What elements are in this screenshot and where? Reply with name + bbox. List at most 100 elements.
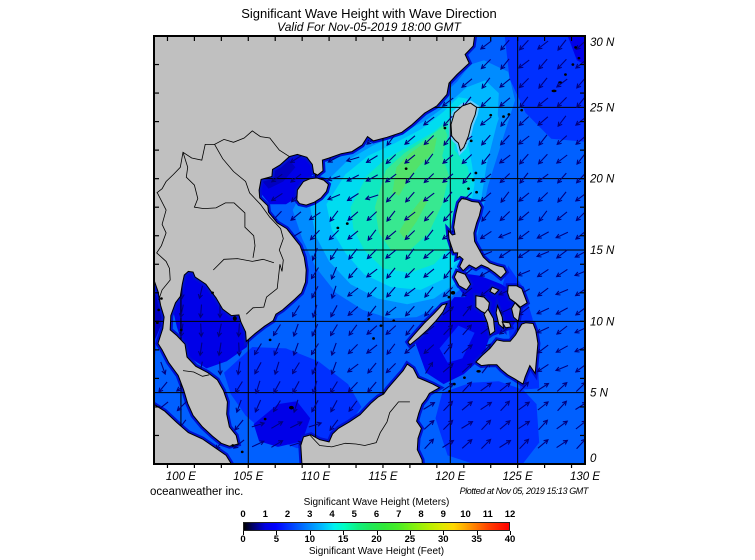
colorbar-meter-tick: 11 — [482, 509, 493, 520]
land-layer — [154, 36, 581, 464]
colorbar-tick-mark — [376, 531, 378, 535]
colorbar-feet-tick: 30 — [437, 534, 449, 545]
lat-label: 25 N — [589, 102, 615, 114]
small-island — [452, 382, 456, 386]
lat-label: 10 N — [590, 316, 615, 328]
small-island — [577, 56, 581, 60]
colorbar-feet-tick: 20 — [371, 534, 382, 545]
lon-label: 105 E — [233, 471, 263, 483]
colorbar-feet-tick: 5 — [273, 534, 280, 545]
credit: oceanweather inc. — [150, 486, 244, 498]
lon-label: 125 E — [503, 471, 533, 483]
small-island — [443, 126, 447, 130]
lon-label: 120 E — [435, 471, 465, 483]
map-border — [153, 35, 586, 465]
colorbar-tick-mark — [243, 531, 244, 535]
colorbar-tick-mark — [443, 531, 445, 535]
lat-label: 15 N — [590, 245, 615, 257]
plotted-timestamp: Plotted at Nov 05, 2019 15:13 GMT — [459, 486, 589, 496]
small-island — [475, 190, 478, 194]
colorbar-feet-tick: 15 — [337, 534, 349, 545]
lat-label: 0 — [590, 453, 597, 465]
colorbar-meter-tick: 10 — [460, 509, 471, 520]
colorbar-tick-mark — [409, 531, 411, 535]
small-island — [288, 405, 294, 410]
colorbar-feet-tick: 25 — [404, 534, 416, 545]
colorbar-tick-mark — [510, 531, 511, 535]
colorbar-meter-tick: 5 — [351, 509, 357, 520]
small-island — [392, 319, 396, 322]
colorbar-feet-tick: 10 — [304, 534, 316, 545]
small-island — [211, 291, 214, 295]
map-layers — [154, 36, 585, 464]
colorbar-tick-mark — [276, 531, 278, 535]
small-island — [474, 171, 478, 175]
small-island — [463, 376, 466, 379]
colorbar-title-feet: Significant Wave Height (Feet) — [308, 546, 445, 557]
small-island — [263, 417, 267, 421]
lon-label: 115 E — [368, 471, 398, 483]
axis-labels: 100 E 105 E 110 E 115 E 120 E 125 E 130 E 30 N 2… — [166, 37, 615, 483]
small-island — [520, 108, 524, 112]
small-island — [471, 178, 475, 182]
chart-subtitle: Valid For Nov-05-2019 18:00 GMT — [277, 20, 461, 34]
small-island — [404, 167, 408, 170]
small-island — [372, 337, 375, 340]
country-border — [156, 130, 290, 194]
lat-label: 20 N — [589, 174, 615, 186]
chart-title: Significant Wave Height with Wave Direct… — [241, 6, 497, 21]
small-island — [489, 113, 493, 117]
axis-ticks — [154, 36, 585, 468]
colorbar-meter-tick: 8 — [418, 509, 424, 520]
colorbar-tick-mark — [343, 531, 345, 535]
colorbar-meter-tick: 1 — [262, 509, 268, 520]
small-island — [367, 317, 371, 321]
small-island — [268, 338, 272, 342]
country-border — [182, 152, 256, 258]
small-island — [448, 389, 452, 393]
small-island — [502, 115, 505, 118]
small-island — [157, 308, 161, 312]
small-island — [379, 324, 383, 327]
colorbar-meter-tick: 4 — [329, 509, 335, 520]
lat-label: 30 N — [590, 37, 615, 49]
colorbar-meter-tick: 3 — [307, 509, 313, 520]
small-island — [551, 89, 557, 93]
small-island — [160, 297, 163, 300]
small-island — [450, 291, 456, 295]
small-island — [231, 444, 235, 447]
colorbar-gradient — [243, 522, 510, 531]
colorbar-feet-tick: 35 — [471, 534, 482, 545]
small-island — [574, 46, 577, 49]
lon-label: 110 E — [301, 471, 331, 483]
colorbar-meter-tick: 7 — [396, 509, 402, 520]
colorbar-meter-tick: 12 — [504, 509, 516, 520]
country-border — [156, 192, 171, 301]
small-island — [571, 63, 575, 66]
colorbar-meter-tick: 2 — [284, 509, 291, 520]
small-island — [345, 222, 349, 225]
colorbar-feet-tick: 0 — [240, 534, 246, 545]
country-border — [214, 144, 284, 315]
country-border — [182, 370, 210, 377]
country-border — [309, 401, 410, 448]
small-island — [467, 187, 470, 190]
lon-label: 130 E — [570, 471, 600, 483]
colorbar-title-meters: Significant Wave Height (Meters) — [303, 497, 450, 508]
small-island — [336, 226, 340, 230]
small-island — [507, 113, 511, 116]
wave-map: 100 E 105 E 110 E 115 E 120 E 125 E 130 E 30 N 2… — [153, 35, 615, 483]
small-island — [232, 316, 237, 321]
small-island — [476, 369, 481, 373]
small-island — [564, 73, 567, 76]
small-island — [558, 81, 562, 84]
country-border — [213, 258, 275, 271]
colorbar-meter-tick: 6 — [373, 509, 380, 520]
small-island — [155, 321, 159, 325]
colorbar-tick-mark — [309, 531, 311, 535]
small-island — [179, 328, 183, 332]
lon-label: 100 E — [166, 471, 196, 483]
small-island — [469, 139, 473, 143]
colorbar-meter-tick: 0 — [240, 509, 246, 520]
